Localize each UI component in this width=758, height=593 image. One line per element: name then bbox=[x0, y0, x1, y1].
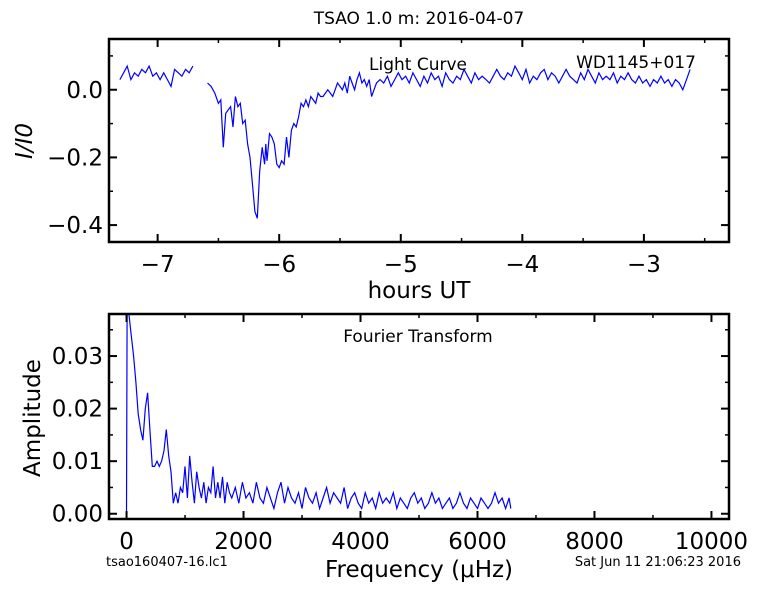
light-curve-annotation: Light Curve bbox=[369, 55, 467, 75]
light-curve-x-label: hours UT bbox=[368, 278, 472, 304]
fourier-y-tick-label: 0.03 bbox=[52, 344, 103, 370]
fourier-panel: 0 2000 4000 6000 8000 10000 0.00 0.01 0.02 0.03 F… bbox=[20, 312, 748, 583]
light-curve-series-line bbox=[207, 64, 691, 219]
light-curve-y-tick-label: −0.4 bbox=[47, 213, 103, 239]
light-curve-y-tick-label: −0.2 bbox=[47, 145, 103, 171]
fourier-x-tick-label: 10000 bbox=[675, 529, 748, 555]
fourier-x-tick-label: 0 bbox=[119, 529, 134, 555]
light-curve-series-line bbox=[119, 64, 194, 89]
light-curve-x-tick-label: −4 bbox=[505, 252, 539, 278]
fourier-ticks: 0 2000 4000 6000 8000 10000 0.00 0.01 0.02 0.03 bbox=[52, 314, 748, 555]
light-curve-ticks: −7 −6 −5 −4 −3 0.0 −0.2 −0.4 bbox=[47, 39, 729, 278]
light-curve-x-tick-label: −5 bbox=[384, 252, 418, 278]
fourier-annotation: Fourier Transform bbox=[343, 327, 492, 347]
fourier-x-label: Frequency (μHz) bbox=[325, 557, 513, 583]
figure-title: TSAO 1.0 m: 2016-04-07 bbox=[313, 9, 525, 29]
light-curve-x-tick-label: −3 bbox=[627, 252, 661, 278]
light-curve-panel: −7 −6 −5 −4 −3 0.0 −0.2 −0.4 Light Curve WD1145… bbox=[12, 37, 731, 304]
fourier-y-tick-label: 0.02 bbox=[52, 397, 103, 423]
fourier-x-tick-label: 2000 bbox=[214, 529, 273, 555]
fourier-y-tick-label: 0.00 bbox=[52, 502, 103, 528]
fourier-y-tick-label: 0.01 bbox=[52, 449, 103, 475]
light-curve-x-tick-label: −6 bbox=[262, 252, 296, 278]
footer-filename: tsao160407-16.lc1 bbox=[106, 555, 228, 570]
fourier-series-line bbox=[125, 314, 512, 514]
fourier-x-tick-label: 6000 bbox=[448, 529, 507, 555]
footer-timestamp: Sat Jun 11 21:06:23 2016 bbox=[575, 555, 741, 570]
fourier-x-tick-label: 8000 bbox=[565, 529, 624, 555]
light-curve-x-tick-label: −7 bbox=[141, 252, 175, 278]
light-curve-y-tick-label: 0.0 bbox=[66, 78, 103, 104]
light-curve-plot-area bbox=[119, 64, 691, 219]
object-name-annotation: WD1145+017 bbox=[576, 53, 696, 73]
fourier-plot-area bbox=[125, 314, 512, 514]
fourier-y-label: Amplitude bbox=[20, 359, 46, 477]
fourier-x-tick-label: 4000 bbox=[331, 529, 390, 555]
light-curve-axes-frame bbox=[107, 37, 731, 244]
light-curve-y-label: I/I0 bbox=[12, 123, 38, 159]
